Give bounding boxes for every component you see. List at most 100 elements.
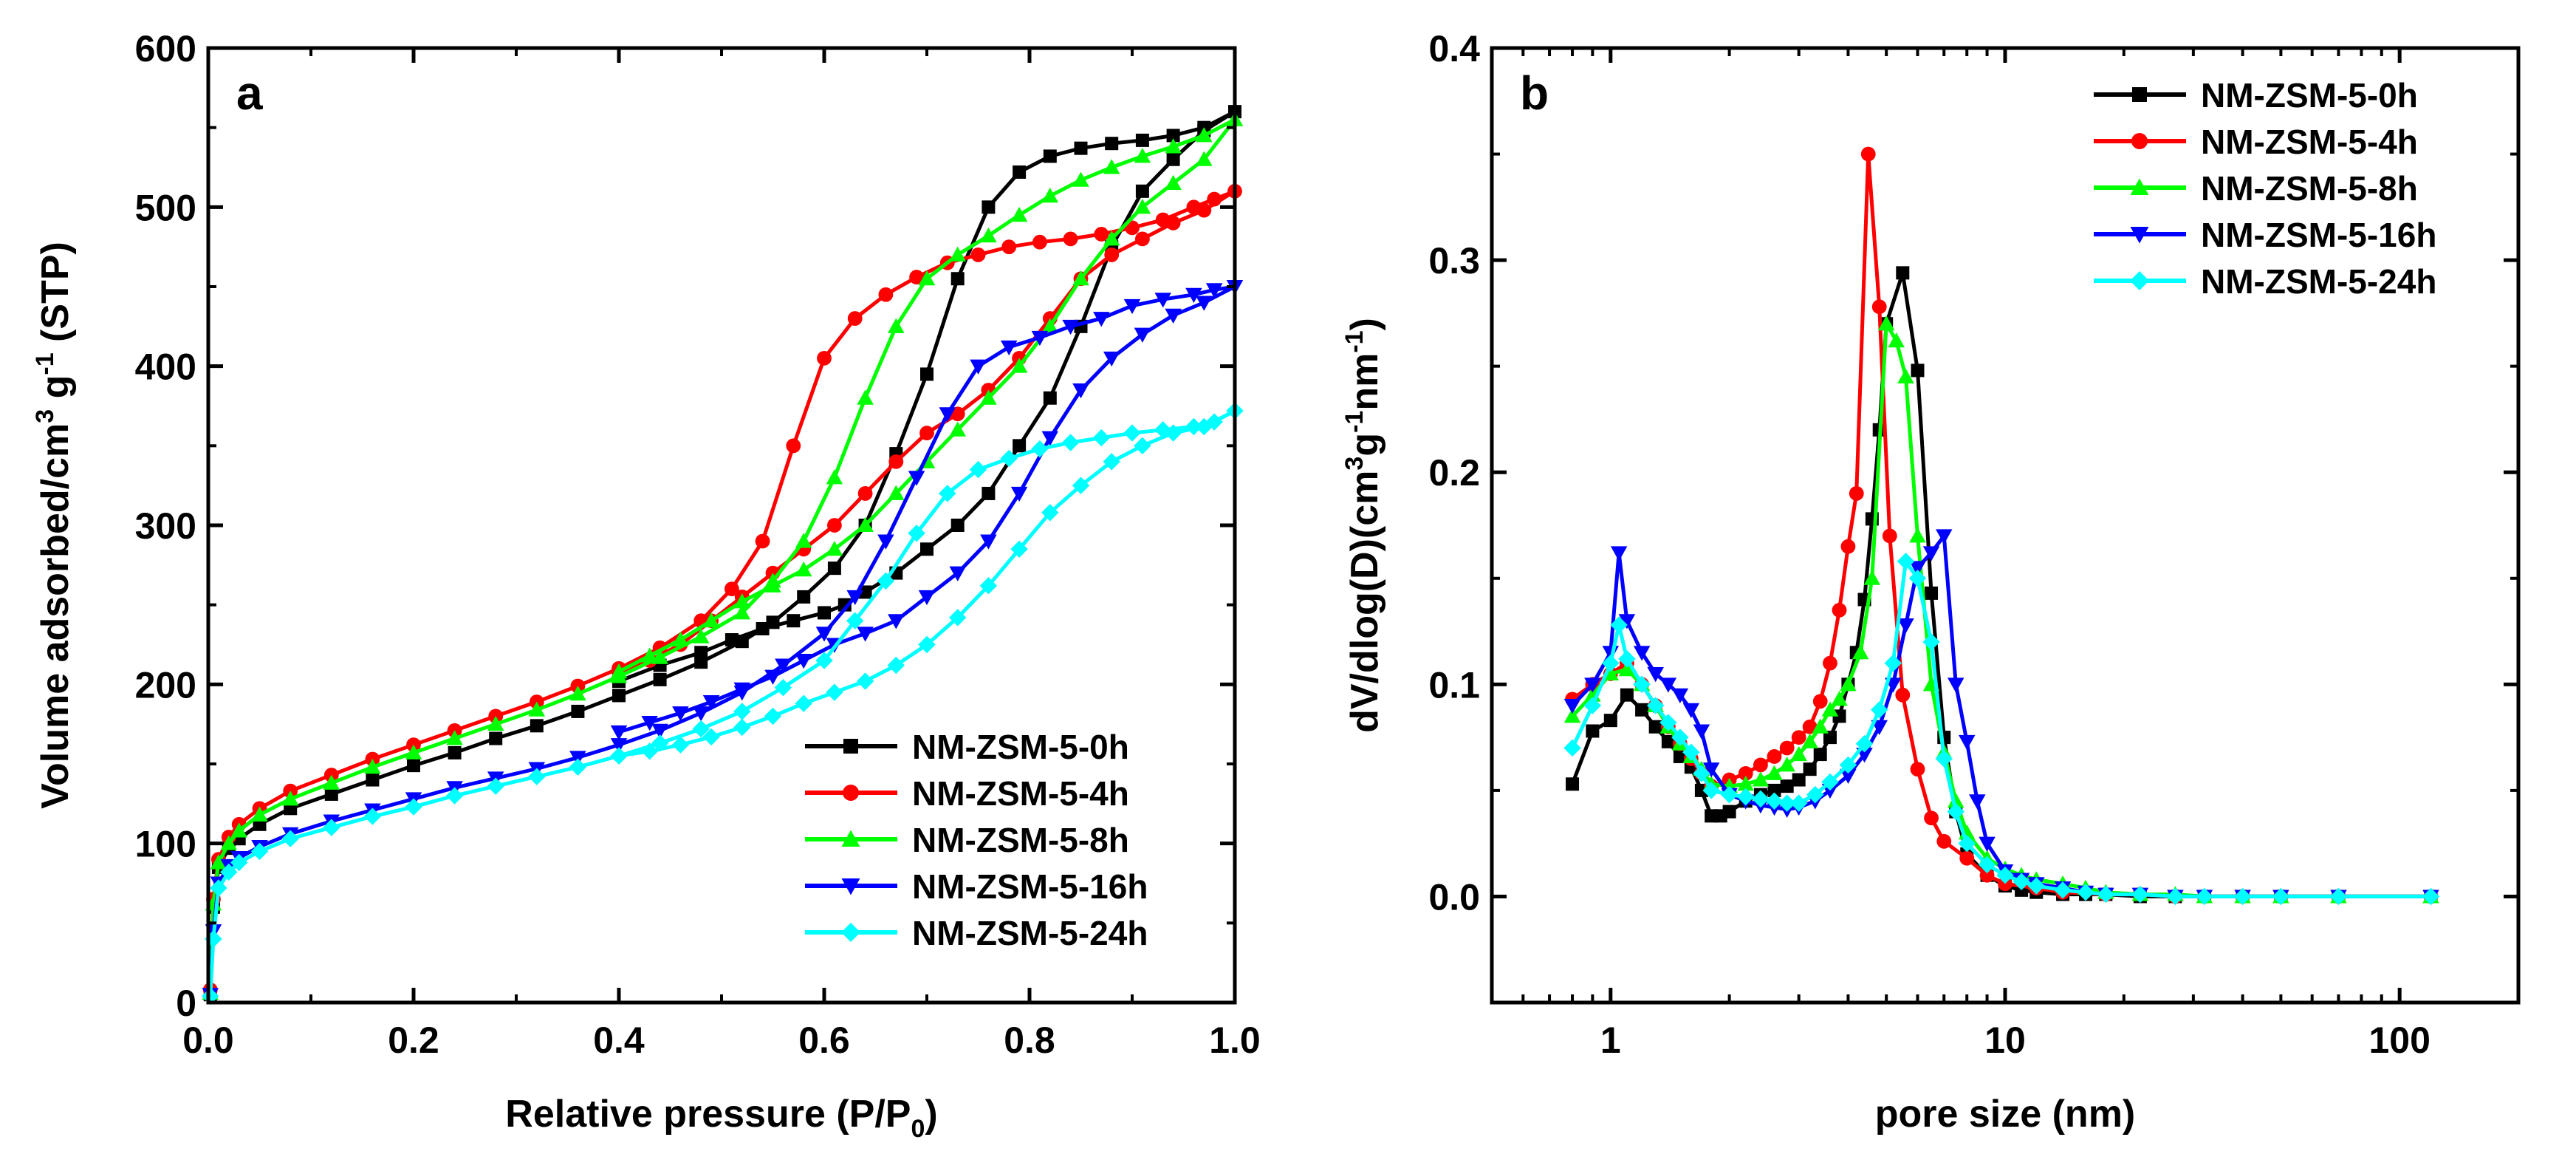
b-point-nm-zsm-5-4h	[1849, 486, 1864, 501]
panel-b-xlabel: pore size (nm)	[1875, 1093, 2136, 1136]
a-point-nm-zsm-5-16h	[1062, 319, 1079, 335]
b-point-nm-zsm-5-8h	[1863, 570, 1881, 585]
a-point-nm-zsm-5-16h	[1103, 351, 1120, 367]
b-point-nm-zsm-5-24h	[1671, 728, 1689, 746]
a-point-nm-zsm-5-24h	[641, 742, 659, 760]
a-point-nm-zsm-5-4h	[827, 518, 842, 533]
a-point-nm-zsm-5-24h	[323, 819, 340, 836]
b-point-nm-zsm-5-4h	[1832, 602, 1847, 618]
b-point-nm-zsm-5-4h	[1959, 850, 1975, 866]
panel-b: 1 10 100 0.0 0.1 0.2 0.3 0.4 b pore size (nm) d…	[1340, 28, 2521, 1136]
a-point-nm-zsm-5-24h	[733, 718, 751, 737]
b-point-nm-zsm-5-4h	[1924, 810, 1939, 826]
a-point-nm-zsm-5-24h	[1092, 429, 1110, 447]
a-point-nm-zsm-5-0h	[612, 689, 626, 703]
a-point-nm-zsm-5-16h	[651, 723, 668, 740]
a-point-nm-zsm-5-0h	[489, 731, 503, 745]
a-point-nm-zsm-5-24h	[1072, 477, 1090, 494]
a-legend-label-nm-zsm-5-24h: NM-ZSM-5-24h	[912, 914, 1148, 952]
a-point-nm-zsm-5-0h	[1135, 184, 1149, 198]
b-point-nm-zsm-5-4h	[1860, 146, 1876, 162]
b-point-nm-zsm-5-8h	[1790, 745, 1807, 762]
a-point-nm-zsm-5-8h	[980, 227, 997, 243]
a-point-nm-zsm-5-4h	[857, 486, 873, 501]
b-legend-marker-nm-zsm-5-16h	[2130, 227, 2149, 244]
panel-b-legend: NM-ZSM-5-0h NM-ZSM-5-4h NM-ZSM-5-8h NM-ZSM-…	[2094, 76, 2436, 301]
b-point-nm-zsm-5-24h	[2054, 881, 2072, 899]
a-point-nm-zsm-5-24h	[1000, 449, 1018, 468]
b-point-nm-zsm-5-16h	[1702, 762, 1720, 778]
b-point-nm-zsm-5-0h	[1661, 734, 1675, 748]
b-legend-label-nm-zsm-5-24h: NM-ZSM-5-24h	[2201, 262, 2436, 301]
b-point-nm-zsm-5-24h	[1922, 633, 1940, 651]
a-point-nm-zsm-5-0h	[787, 614, 801, 628]
a-point-nm-zsm-5-0h	[1074, 141, 1088, 155]
b-point-nm-zsm-5-0h	[1792, 773, 1806, 787]
a-point-nm-zsm-5-4h	[1104, 247, 1120, 262]
a-point-nm-zsm-5-24h	[220, 863, 238, 881]
a-point-nm-zsm-5-0h	[724, 633, 739, 647]
a-point-nm-zsm-5-4h	[1001, 239, 1017, 255]
a-point-nm-zsm-5-16h	[1205, 283, 1223, 298]
b-point-nm-zsm-5-8h	[1801, 733, 1818, 748]
b-point-nm-zsm-5-24h	[2027, 877, 2045, 895]
a-point-nm-zsm-5-16h	[1123, 298, 1141, 315]
a-point-nm-zsm-5-4h	[1032, 234, 1047, 250]
b-point-nm-zsm-5-8h	[1888, 332, 1905, 348]
b-ytick-label: 0.3	[1428, 240, 1480, 281]
a-point-nm-zsm-5-16h	[672, 706, 689, 722]
a-point-nm-zsm-5-8h	[857, 389, 874, 405]
b-point-nm-zsm-5-0h	[1620, 688, 1634, 702]
a-point-nm-zsm-5-24h	[692, 720, 710, 738]
b-point-nm-zsm-5-0h	[1780, 779, 1794, 793]
b-point-nm-zsm-5-8h	[1618, 660, 1636, 677]
b-point-nm-zsm-5-4h	[1791, 730, 1806, 745]
panel-b-ylabel: dV/dlog(D)(cm3g-1nm-1)	[1340, 318, 1386, 733]
panel-a-series	[202, 105, 1244, 1006]
b-point-nm-zsm-5-8h	[1948, 792, 1964, 808]
b-point-nm-zsm-5-8h	[1877, 315, 1895, 331]
a-point-nm-zsm-5-8h	[918, 270, 936, 286]
b-point-nm-zsm-5-0h	[1813, 748, 1827, 762]
a-point-nm-zsm-5-0h	[766, 615, 780, 629]
a-point-nm-zsm-5-8h	[569, 686, 586, 701]
b-ytick-label: 0.4	[1428, 28, 1480, 69]
a-point-nm-zsm-5-8h	[795, 533, 812, 548]
b-legend-label-nm-zsm-5-4h: NM-ZSM-5-4h	[2201, 123, 2418, 161]
a-point-nm-zsm-5-8h	[888, 485, 905, 500]
b-point-nm-zsm-5-24h	[1978, 856, 1996, 874]
a-point-nm-zsm-5-0h	[448, 745, 462, 759]
b-point-nm-zsm-5-16h	[1979, 836, 1996, 852]
b-point-nm-zsm-5-8h	[1752, 771, 1770, 787]
a-point-nm-zsm-5-24h	[202, 987, 219, 1006]
a-point-nm-zsm-5-8h	[641, 647, 658, 663]
b-point-nm-zsm-5-0h	[1635, 703, 1649, 717]
a-point-nm-zsm-5-8h	[405, 744, 422, 759]
b-point-nm-zsm-5-24h	[1789, 794, 1808, 812]
a-point-nm-zsm-5-24h	[1123, 424, 1141, 442]
b-point-nm-zsm-5-4h	[1910, 762, 1925, 777]
panel-a-label: a	[236, 66, 263, 120]
a-point-nm-zsm-5-0h	[756, 621, 770, 635]
b-point-nm-zsm-5-24h	[1884, 654, 1902, 672]
a-point-nm-zsm-5-4h	[970, 247, 986, 262]
a-point-nm-zsm-5-24h	[445, 787, 464, 805]
panel-a-legend: NM-ZSM-5-0h NM-ZSM-5-4h NM-ZSM-5-8h NM-ZSM-…	[805, 728, 1148, 952]
a-point-nm-zsm-5-24h	[281, 830, 299, 847]
a-point-nm-zsm-5-16h	[1196, 296, 1213, 311]
a-point-nm-zsm-5-8h	[1103, 159, 1120, 174]
a-point-nm-zsm-5-8h	[610, 663, 628, 679]
a-point-nm-zsm-5-24h	[702, 728, 720, 746]
a-point-nm-zsm-5-24h	[949, 609, 967, 626]
a-point-nm-zsm-5-16h	[569, 751, 586, 766]
a-point-nm-zsm-5-16h	[1010, 486, 1028, 502]
b-point-nm-zsm-5-24h	[1958, 834, 1976, 853]
b-point-nm-zsm-5-0h	[1803, 762, 1817, 776]
a-legend-label-nm-zsm-5-16h: NM-ZSM-5-16h	[912, 867, 1148, 906]
a-point-nm-zsm-5-8h	[1165, 138, 1182, 154]
a-point-nm-zsm-5-24h	[1134, 437, 1151, 455]
b-point-nm-zsm-5-24h	[2166, 887, 2185, 906]
b-point-nm-zsm-5-16h	[1659, 677, 1677, 693]
a-point-nm-zsm-5-0h	[920, 542, 934, 556]
